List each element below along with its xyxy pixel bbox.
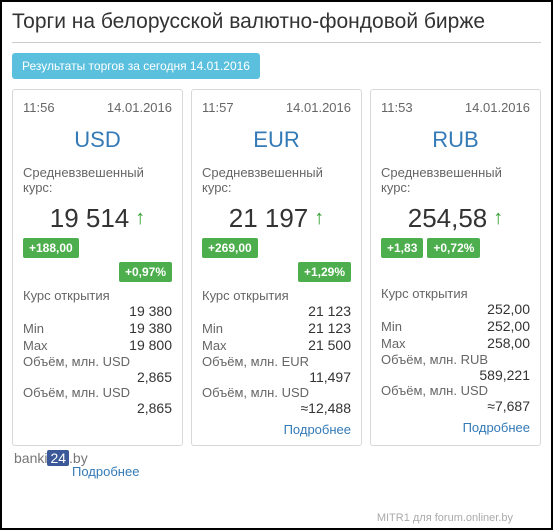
weighted-label: Средневзвешенный курс:: [23, 165, 172, 195]
brand-part-a: banki: [14, 450, 47, 466]
delta-abs-badge: +188,00: [23, 238, 79, 258]
more-link[interactable]: Подробнее: [381, 420, 530, 435]
card-rub: 11:53 14.01.2016 RUB Средневзвешенный ку…: [370, 89, 541, 446]
vol1-value: 11,497: [202, 369, 351, 385]
vol1-label: Объём, млн. USD: [23, 354, 172, 369]
watermark: MITR1 для forum.onliner.by: [377, 512, 513, 524]
rate: 254,58: [408, 203, 488, 234]
max-value: 21 500: [308, 337, 351, 353]
max-value: 19 800: [129, 337, 172, 353]
open-value: 21 123: [202, 303, 351, 319]
time: 11:57: [202, 100, 234, 115]
max-value: 258,00: [487, 335, 530, 351]
date: 14.01.2016: [107, 100, 172, 115]
open-value: 252,00: [381, 301, 530, 317]
vol1-label: Объём, млн. EUR: [202, 354, 351, 369]
delta-pct-badge: +1,29%: [298, 262, 351, 282]
vol1-value: 2,865: [23, 369, 172, 385]
open-label: Курс открытия: [381, 286, 530, 301]
max-label: Max: [202, 338, 227, 353]
min-label: Min: [23, 321, 44, 336]
currency-code[interactable]: EUR: [202, 127, 351, 153]
weighted-label: Средневзвешенный курс:: [202, 165, 351, 195]
vol2-label: Объём, млн. USD: [202, 385, 351, 400]
tab-results-today[interactable]: Результаты торгов за сегодня 14.01.2016: [12, 53, 260, 79]
rate: 21 197: [229, 203, 309, 234]
vol2-value: ≈7,687: [381, 398, 530, 414]
time: 11:53: [381, 100, 413, 115]
vol2-label: Объём, млн. USD: [381, 383, 530, 398]
meta-row: 11:56 14.01.2016: [23, 100, 172, 115]
min-value: 19 380: [129, 320, 172, 336]
currency-cards: 11:56 14.01.2016 USD Средневзвешенный ку…: [12, 89, 541, 446]
card-usd: 11:56 14.01.2016 USD Средневзвешенный ку…: [12, 89, 183, 446]
open-label: Курс открытия: [202, 288, 351, 303]
vol1-value: 589,221: [381, 367, 530, 383]
vol2-label: Объём, млн. USD: [23, 385, 172, 400]
currency-code[interactable]: USD: [23, 127, 172, 153]
max-label: Max: [381, 336, 406, 351]
page-title: Торги на белорусской валютно-фондовой би…: [12, 10, 541, 34]
arrow-up-icon: ↑: [493, 207, 503, 230]
delta-abs-badge: +1,83: [381, 238, 423, 258]
delta-pct-badge: +0,72%: [427, 238, 480, 258]
rate: 19 514: [50, 203, 130, 234]
time: 11:56: [23, 100, 55, 115]
max-label: Max: [23, 338, 48, 353]
vol2-value: 2,865: [23, 400, 172, 416]
arrow-up-icon: ↑: [135, 207, 145, 230]
vol1-label: Объём, млн. RUB: [381, 352, 530, 367]
weighted-label: Средневзвешенный курс:: [381, 165, 530, 195]
meta-row: 11:53 14.01.2016: [381, 100, 530, 115]
footer-more-link[interactable]: Подробнее: [72, 464, 541, 479]
delta-pct-badge: +0,97%: [119, 262, 172, 282]
vol2-value: ≈12,488: [202, 400, 351, 416]
arrow-up-icon: ↑: [314, 207, 324, 230]
meta-row: 11:57 14.01.2016: [202, 100, 351, 115]
min-label: Min: [202, 321, 223, 336]
min-value: 252,00: [487, 318, 530, 334]
min-value: 21 123: [308, 320, 351, 336]
date: 14.01.2016: [286, 100, 351, 115]
card-eur: 11:57 14.01.2016 EUR Средневзвешенный ку…: [191, 89, 362, 446]
open-value: 19 380: [23, 303, 172, 319]
divider: [12, 42, 541, 43]
more-link[interactable]: Подробнее: [202, 422, 351, 437]
brand-part-b: 24: [47, 450, 69, 466]
date: 14.01.2016: [465, 100, 530, 115]
min-label: Min: [381, 319, 402, 334]
open-label: Курс открытия: [23, 288, 172, 303]
currency-code[interactable]: RUB: [381, 127, 530, 153]
delta-abs-badge: +269,00: [202, 238, 258, 258]
